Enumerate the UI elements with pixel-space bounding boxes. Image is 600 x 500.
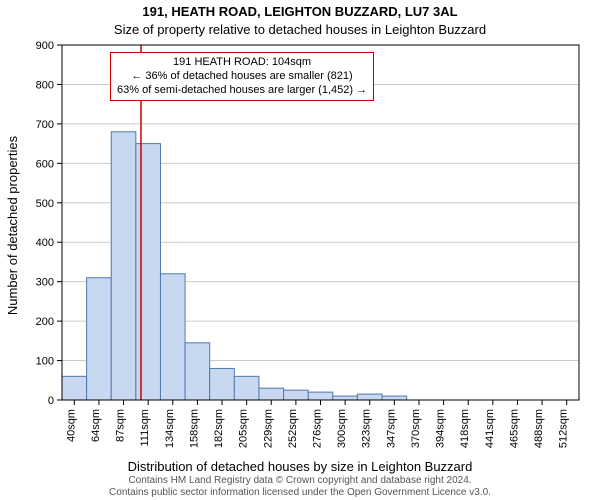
svg-text:400: 400 <box>36 237 54 249</box>
callout-line2: ← 36% of detached houses are smaller (82… <box>117 70 367 84</box>
svg-text:441sqm: 441sqm <box>484 409 496 448</box>
x-axis-label: Distribution of detached houses by size … <box>0 459 600 474</box>
svg-text:800: 800 <box>36 79 54 91</box>
svg-text:300: 300 <box>36 277 54 289</box>
svg-text:465sqm: 465sqm <box>508 409 520 448</box>
svg-text:87sqm: 87sqm <box>115 409 127 442</box>
y-axis-label: Number of detached properties <box>6 135 21 314</box>
chart-container: 191, HEATH ROAD, LEIGHTON BUZZARD, LU7 3… <box>0 0 600 500</box>
svg-text:900: 900 <box>36 40 54 52</box>
y-axis-label-wrap: Number of detached properties <box>0 0 28 450</box>
svg-text:323sqm: 323sqm <box>361 409 373 448</box>
footer-attribution: Contains HM Land Registry data © Crown c… <box>0 475 600 498</box>
svg-text:252sqm: 252sqm <box>287 409 299 448</box>
svg-text:276sqm: 276sqm <box>312 409 324 448</box>
svg-text:300sqm: 300sqm <box>336 409 348 448</box>
chart-subtitle: Size of property relative to detached ho… <box>0 22 600 37</box>
svg-text:100: 100 <box>36 356 54 368</box>
svg-text:205sqm: 205sqm <box>238 409 250 448</box>
svg-text:0: 0 <box>48 395 54 407</box>
svg-text:370sqm: 370sqm <box>410 409 422 448</box>
svg-text:158sqm: 158sqm <box>188 409 200 448</box>
svg-text:347sqm: 347sqm <box>385 409 397 448</box>
svg-text:512sqm: 512sqm <box>558 409 570 448</box>
svg-text:600: 600 <box>36 158 54 170</box>
callout-line3: 63% of semi-detached houses are larger (… <box>117 84 367 98</box>
callout-line1: 191 HEATH ROAD: 104sqm <box>117 56 367 70</box>
svg-text:64sqm: 64sqm <box>90 409 102 442</box>
svg-text:111sqm: 111sqm <box>139 409 151 447</box>
svg-text:394sqm: 394sqm <box>435 409 447 448</box>
svg-text:200: 200 <box>36 316 54 328</box>
footer-line1: Contains HM Land Registry data © Crown c… <box>0 475 600 487</box>
svg-text:229sqm: 229sqm <box>262 409 274 448</box>
svg-text:488sqm: 488sqm <box>533 409 545 448</box>
property-callout: 191 HEATH ROAD: 104sqm ← 36% of detached… <box>110 52 374 101</box>
svg-text:700: 700 <box>36 119 54 131</box>
footer-line2: Contains public sector information licen… <box>0 487 600 499</box>
svg-text:418sqm: 418sqm <box>459 409 471 448</box>
chart-title: 191, HEATH ROAD, LEIGHTON BUZZARD, LU7 3… <box>0 4 600 19</box>
svg-text:500: 500 <box>36 198 54 210</box>
svg-text:40sqm: 40sqm <box>65 409 77 442</box>
svg-text:182sqm: 182sqm <box>213 409 225 448</box>
svg-text:134sqm: 134sqm <box>164 409 176 448</box>
